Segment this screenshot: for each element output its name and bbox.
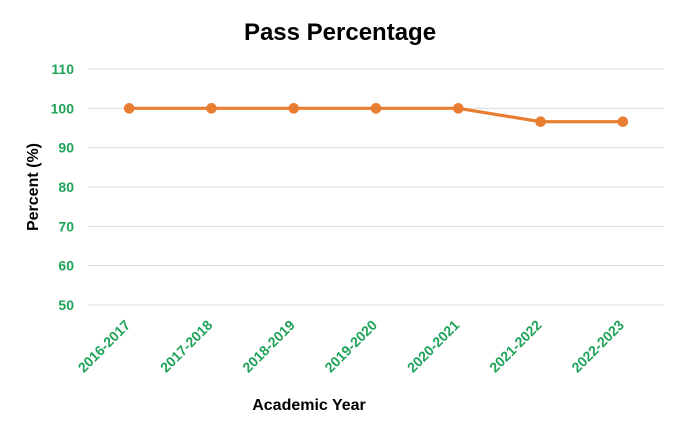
- y-tick-label-90: 90: [58, 140, 74, 156]
- data-point-2018-2019: [288, 103, 300, 114]
- series-layer: [123, 103, 629, 128]
- data-point-2022-2023: [617, 116, 629, 128]
- data-point-2020-2021: [452, 103, 464, 114]
- y-tick-label-50: 50: [58, 297, 74, 313]
- y-tick-label-60: 60: [58, 258, 74, 274]
- y-tick-label-80: 80: [58, 179, 74, 195]
- data-point-2019-2020: [370, 103, 382, 114]
- data-point-2016-2017: [123, 103, 135, 114]
- x-tick-label-2016-2017: 2016-2017: [75, 317, 134, 376]
- y-tick-labels: 110 100 90 80 70 60 50: [51, 61, 75, 313]
- x-tick-label-2020-2021: 2020-2021: [404, 317, 463, 376]
- y-axis-title: Percent (%): [25, 143, 42, 231]
- x-tick-label-2019-2020: 2019-2020: [321, 317, 380, 376]
- x-tick-label-2017-2018: 2017-2018: [157, 317, 216, 376]
- data-point-2021-2022: [535, 116, 546, 128]
- x-tick-label-2022-2023: 2022-2023: [568, 317, 627, 376]
- y-tick-label-70: 70: [58, 218, 74, 234]
- data-point-2017-2018: [206, 103, 217, 114]
- x-tick-label-2018-2019: 2018-2019: [239, 317, 298, 376]
- x-axis-title: Academic Year: [252, 397, 366, 414]
- chart-title: Pass Percentage: [244, 19, 436, 46]
- y-tick-label-100: 100: [51, 100, 75, 116]
- x-tick-label-2021-2022: 2021-2022: [486, 317, 545, 376]
- x-tick-labels: 2016-2017 2017-2018 2018-2019 2019-2020 2020…: [75, 317, 628, 376]
- y-tick-label-110: 110: [51, 61, 74, 77]
